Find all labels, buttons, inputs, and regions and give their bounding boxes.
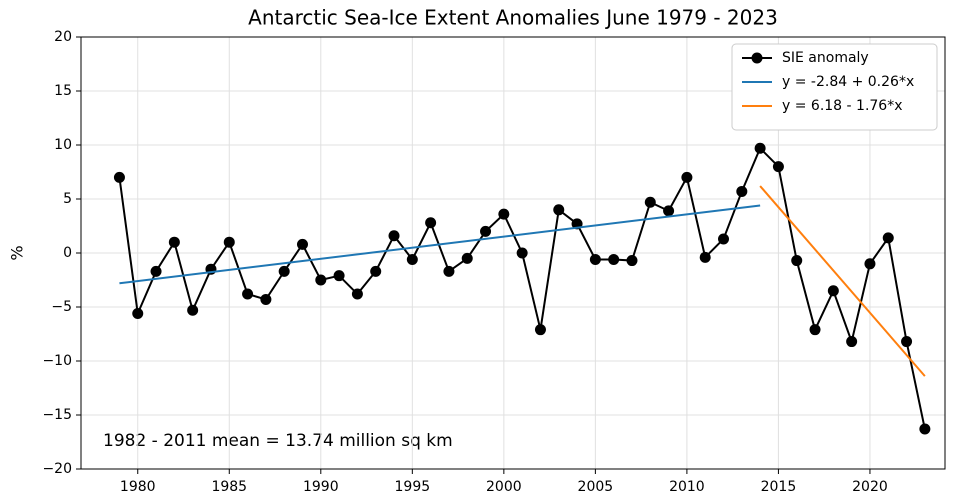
- x-tick-label: 1985: [211, 479, 247, 495]
- y-tick-label: −5: [51, 299, 72, 315]
- data-point: [388, 230, 400, 242]
- legend-marker: [751, 52, 763, 64]
- data-point: [901, 336, 913, 348]
- data-point: [333, 270, 345, 282]
- data-point: [553, 204, 565, 216]
- x-tick-label: 1980: [120, 479, 156, 495]
- data-point: [864, 258, 876, 270]
- data-point: [827, 285, 839, 297]
- data-point: [846, 336, 858, 348]
- data-point: [681, 171, 693, 183]
- y-tick-label: −20: [42, 461, 72, 477]
- data-point: [296, 238, 308, 250]
- x-tick-label: 2010: [669, 479, 705, 495]
- x-tick-label: 2000: [486, 479, 522, 495]
- data-point: [644, 196, 656, 208]
- data-point: [351, 288, 363, 300]
- legend-label: y = -2.84 + 0.26*x: [782, 74, 914, 90]
- data-point: [406, 253, 418, 265]
- data-point: [223, 236, 235, 248]
- data-point: [168, 236, 180, 248]
- x-tick-label: 2020: [852, 479, 888, 495]
- data-point: [516, 247, 528, 259]
- data-point: [736, 185, 748, 197]
- data-point: [150, 265, 162, 277]
- legend-label: SIE anomaly: [782, 50, 869, 66]
- y-tick-label: 10: [54, 137, 72, 153]
- data-point: [187, 304, 199, 316]
- data-point: [278, 265, 290, 277]
- data-point: [626, 255, 638, 267]
- data-point: [919, 423, 931, 435]
- y-tick-label: 15: [54, 83, 72, 99]
- data-point: [699, 251, 711, 263]
- data-point: [498, 208, 510, 220]
- y-axis-label: %: [8, 245, 27, 260]
- data-point: [772, 161, 784, 173]
- data-point: [791, 255, 803, 267]
- data-point: [663, 205, 675, 217]
- y-tick-label: 0: [63, 245, 72, 261]
- data-point: [315, 274, 327, 286]
- data-point: [809, 324, 821, 336]
- data-point: [718, 233, 730, 245]
- y-tick-label: 5: [63, 191, 72, 207]
- data-point: [480, 225, 492, 237]
- legend-label: y = 6.18 - 1.76*x: [782, 98, 903, 114]
- x-tick-label: 2005: [578, 479, 614, 495]
- data-point: [260, 293, 272, 305]
- data-point: [608, 253, 620, 265]
- data-line: [759, 185, 926, 377]
- x-tick-label: 1995: [395, 479, 431, 495]
- y-tick-label: −10: [42, 353, 72, 369]
- data-point: [132, 307, 144, 319]
- x-tick-label: 2015: [761, 479, 797, 495]
- plot-frame: [80, 36, 946, 470]
- legend-box: [731, 43, 938, 131]
- y-tick-label: 20: [54, 29, 72, 45]
- chart-title: Antarctic Sea-Ice Extent Anomalies June …: [248, 6, 778, 30]
- data-point: [443, 265, 455, 277]
- data-line: [118, 146, 926, 430]
- data-point: [461, 252, 473, 264]
- y-tick-label: −15: [42, 407, 72, 423]
- data-point: [242, 288, 254, 300]
- annotation: 1982 - 2011 mean = 13.74 million sq km: [103, 431, 453, 451]
- data-point: [534, 324, 546, 336]
- data-point: [113, 171, 125, 183]
- data-point: [589, 253, 601, 265]
- data-point: [370, 265, 382, 277]
- data-point: [425, 217, 437, 229]
- x-tick-label: 1990: [303, 479, 339, 495]
- data-point: [882, 232, 894, 244]
- data-point: [754, 142, 766, 154]
- data-line: [119, 204, 761, 285]
